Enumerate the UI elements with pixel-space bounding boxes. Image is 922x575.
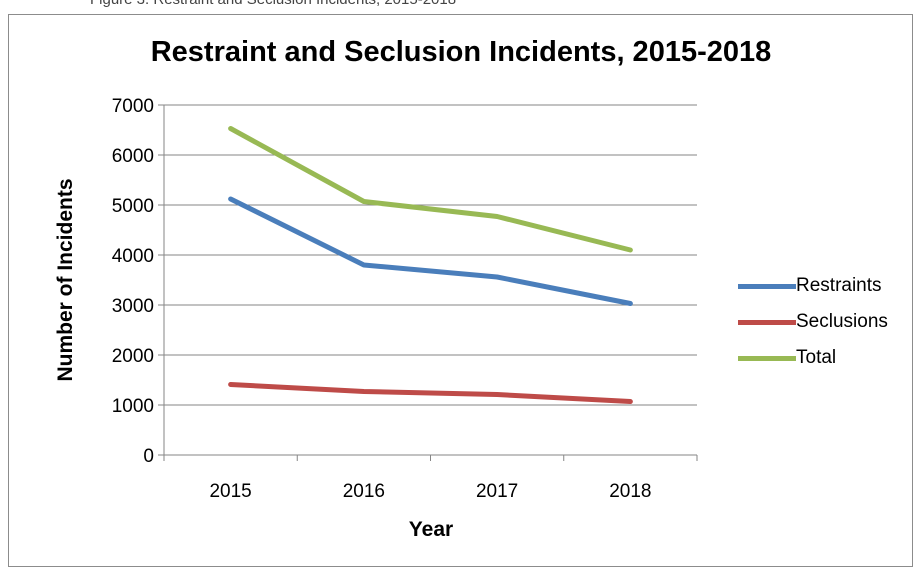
legend-label: Restraints	[796, 275, 882, 296]
legend-swatch	[738, 283, 796, 289]
legend-label: Total	[796, 347, 837, 368]
legend-swatch	[738, 319, 796, 325]
y-tick-label: 1000	[112, 396, 154, 417]
legend-item-restraints: Restraints	[738, 268, 888, 304]
y-tick-label: 3000	[112, 296, 154, 317]
series-line-total	[228, 126, 633, 253]
series-line-restraints	[228, 196, 633, 306]
chart-title: Restraint and Seclusion Incidents, 2015-…	[150, 36, 772, 68]
y-tick-label: 0	[143, 446, 154, 467]
cropped-caption-fragment: Figure 3. Restraint and Seclusion Incide…	[90, 0, 850, 12]
legend-swatch	[738, 355, 796, 361]
chart-legend: Restraints Seclusions Total	[738, 268, 888, 376]
y-tick-label: 6000	[112, 146, 154, 167]
y-tick-label: 2000	[112, 346, 154, 367]
x-tick-label: 2018	[609, 481, 651, 502]
x-tick-label: 2017	[476, 481, 518, 502]
chart-frame	[8, 14, 913, 567]
legend-item-total: Total	[738, 340, 888, 376]
x-tick-label: 2015	[209, 481, 251, 502]
x-tick-label: 2016	[343, 481, 385, 502]
legend-item-seclusions: Seclusions	[738, 304, 888, 340]
y-tick-label: 7000	[112, 96, 154, 117]
y-tick-label: 4000	[112, 246, 154, 267]
series-line-seclusions	[228, 382, 633, 404]
y-tick-label: 5000	[112, 196, 154, 217]
legend-label: Seclusions	[796, 311, 888, 332]
x-axis-label: Year	[408, 518, 454, 541]
